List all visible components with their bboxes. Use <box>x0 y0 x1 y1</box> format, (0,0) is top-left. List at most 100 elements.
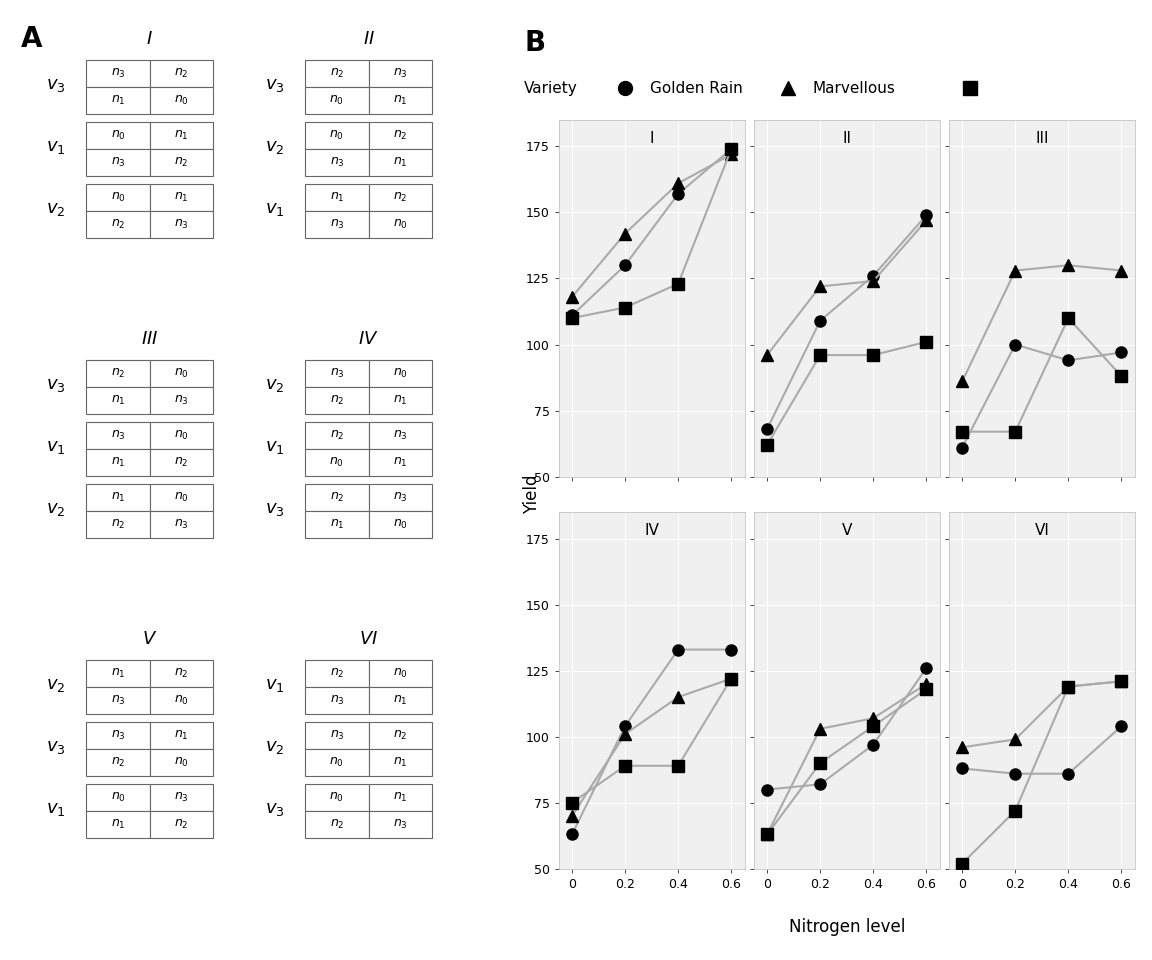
Text: $n_3$: $n_3$ <box>111 429 126 442</box>
Bar <box>369 387 432 414</box>
Text: $n_3$: $n_3$ <box>329 367 344 380</box>
Text: $n_2$: $n_2$ <box>393 729 408 742</box>
Bar <box>150 60 213 87</box>
Text: $\it{V}$: $\it{V}$ <box>142 630 158 648</box>
Bar <box>305 449 369 476</box>
Bar <box>86 687 150 714</box>
Text: II: II <box>842 131 851 146</box>
Text: $v_3$: $v_3$ <box>265 500 285 518</box>
Text: $n_0$: $n_0$ <box>393 218 408 231</box>
Text: $n_1$: $n_1$ <box>329 191 344 204</box>
Text: $n_2$: $n_2$ <box>329 491 344 504</box>
Text: $n_2$: $n_2$ <box>329 394 344 407</box>
Bar <box>305 60 369 87</box>
Text: $n_0$: $n_0$ <box>111 791 126 804</box>
Text: $n_3$: $n_3$ <box>111 729 126 742</box>
Bar <box>369 811 432 838</box>
Text: $n_3$: $n_3$ <box>393 818 408 831</box>
Bar <box>150 87 213 114</box>
Bar <box>86 660 150 687</box>
Bar <box>150 722 213 749</box>
Text: $n_2$: $n_2$ <box>174 667 189 680</box>
Text: III: III <box>1034 131 1048 146</box>
Text: I: I <box>650 131 654 146</box>
Bar <box>86 149 150 176</box>
Text: $n_3$: $n_3$ <box>111 156 126 169</box>
Text: $v_3$: $v_3$ <box>265 76 285 94</box>
Bar <box>86 60 150 87</box>
Bar <box>305 749 369 776</box>
Text: $n_0$: $n_0$ <box>329 791 344 804</box>
Bar <box>150 811 213 838</box>
Bar <box>305 122 369 149</box>
Bar <box>86 184 150 211</box>
Text: $n_2$: $n_2$ <box>329 818 344 831</box>
Text: $n_0$: $n_0$ <box>393 667 408 680</box>
Text: $n_2$: $n_2$ <box>174 818 189 831</box>
Bar <box>305 811 369 838</box>
Bar <box>369 87 432 114</box>
Text: $n_3$: $n_3$ <box>329 694 344 708</box>
Bar <box>305 722 369 749</box>
Bar <box>150 387 213 414</box>
Bar <box>150 211 213 238</box>
Text: $v_3$: $v_3$ <box>46 76 66 94</box>
Text: $v_1$: $v_1$ <box>46 438 66 456</box>
Text: $v_3$: $v_3$ <box>46 738 66 756</box>
Text: $n_2$: $n_2$ <box>174 67 189 80</box>
Bar <box>369 360 432 387</box>
Text: $v_2$: $v_2$ <box>265 138 285 156</box>
Text: $n_1$: $n_1$ <box>111 456 126 469</box>
Text: $n_0$: $n_0$ <box>174 694 189 708</box>
Text: VI: VI <box>1034 523 1049 538</box>
Text: $\it{II}$: $\it{II}$ <box>363 30 374 48</box>
Text: $v_2$: $v_2$ <box>46 200 66 218</box>
Text: $n_3$: $n_3$ <box>111 694 126 708</box>
Text: $n_3$: $n_3$ <box>329 218 344 231</box>
Text: A: A <box>21 25 43 53</box>
Bar <box>150 449 213 476</box>
Bar <box>86 449 150 476</box>
Text: $n_3$: $n_3$ <box>393 491 408 504</box>
Bar <box>86 484 150 511</box>
Bar <box>369 449 432 476</box>
Bar <box>86 211 150 238</box>
Bar <box>86 387 150 414</box>
Bar <box>305 422 369 449</box>
Bar <box>150 687 213 714</box>
Text: $n_1$: $n_1$ <box>393 791 408 804</box>
Text: Yield: Yield <box>523 474 541 515</box>
Bar <box>150 660 213 687</box>
Bar <box>369 422 432 449</box>
Text: $v_1$: $v_1$ <box>265 676 285 694</box>
Bar <box>150 149 213 176</box>
Bar <box>150 122 213 149</box>
Text: $\it{IV}$: $\it{IV}$ <box>358 330 379 348</box>
Text: $v_2$: $v_2$ <box>265 376 285 394</box>
Bar <box>369 184 432 211</box>
Bar <box>150 511 213 538</box>
Bar <box>305 184 369 211</box>
Bar <box>86 511 150 538</box>
Text: $n_1$: $n_1$ <box>111 394 126 407</box>
Text: $n_2$: $n_2$ <box>111 367 126 380</box>
Text: $n_2$: $n_2$ <box>111 518 126 531</box>
Text: $n_0$: $n_0$ <box>329 756 344 769</box>
Text: $n_0$: $n_0$ <box>393 367 408 380</box>
Text: $v_1$: $v_1$ <box>265 200 285 218</box>
Bar <box>369 660 432 687</box>
Text: Golden Rain: Golden Rain <box>650 81 743 96</box>
Text: $n_0$: $n_0$ <box>174 491 189 504</box>
Text: $n_2$: $n_2$ <box>393 129 408 142</box>
Text: Marvellous: Marvellous <box>813 81 896 96</box>
Text: $v_1$: $v_1$ <box>46 800 66 818</box>
Text: $n_1$: $n_1$ <box>393 156 408 169</box>
Bar <box>369 211 432 238</box>
Bar <box>86 784 150 811</box>
Bar <box>305 511 369 538</box>
Bar <box>369 484 432 511</box>
Text: $n_3$: $n_3$ <box>329 156 344 169</box>
Text: $n_0$: $n_0$ <box>393 518 408 531</box>
Text: $n_0$: $n_0$ <box>329 94 344 108</box>
Bar <box>305 211 369 238</box>
